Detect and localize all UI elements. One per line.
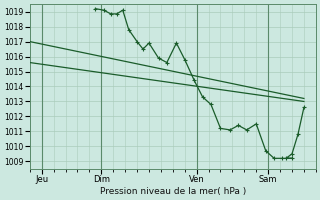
X-axis label: Pression niveau de la mer( hPa ): Pression niveau de la mer( hPa ) [100,187,246,196]
